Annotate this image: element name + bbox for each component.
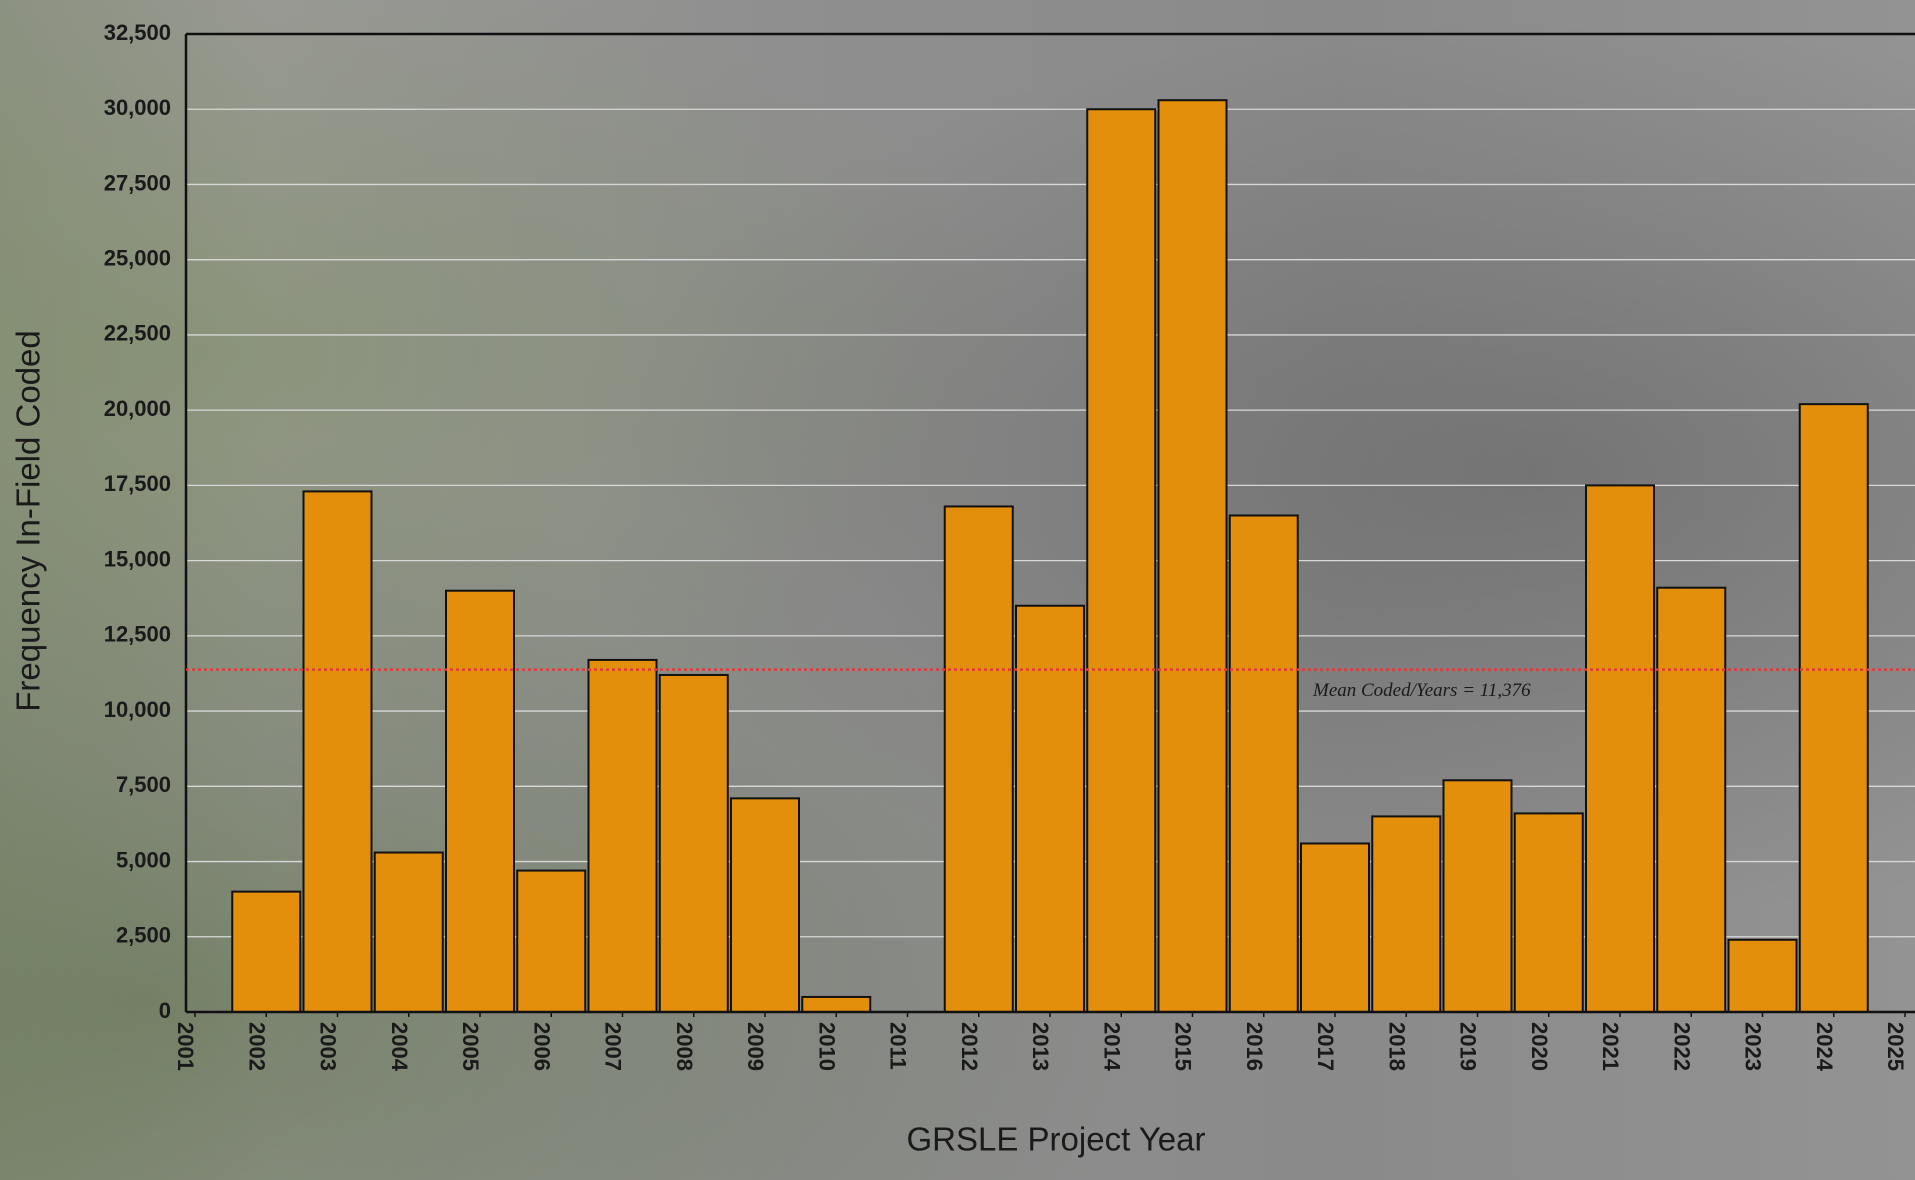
x-tick-label: 2021 — [1598, 1022, 1623, 1071]
x-tick-label: 2013 — [1028, 1022, 1053, 1071]
chart: GRSLE Project Year Frequency In-Field Co… — [0, 0, 1915, 1180]
x-tick-label: 2010 — [814, 1022, 839, 1071]
bar — [945, 506, 1013, 1012]
x-tick-label: 2002 — [244, 1022, 269, 1071]
x-tick-label: 2017 — [1313, 1022, 1338, 1071]
x-tick-label: 2020 — [1527, 1022, 1552, 1071]
bar — [589, 660, 657, 1012]
bar — [1159, 100, 1227, 1012]
bar — [1087, 109, 1155, 1012]
x-tick-label: 2019 — [1456, 1022, 1481, 1071]
page: {"chart_data": { "type": "bar", "x_label… — [0, 0, 1915, 1180]
y-tick-label: 10,000 — [104, 697, 171, 722]
x-tick-label: 2012 — [957, 1022, 982, 1071]
bar — [304, 491, 372, 1012]
x-axis-title: GRSLE Project Year — [907, 1121, 1206, 1158]
mean-annotation: Mean Coded/Years = 11,376 — [1312, 680, 1531, 701]
y-tick-label: 17,500 — [104, 471, 171, 496]
x-tick-label: 2011 — [886, 1022, 911, 1070]
y-tick-label: 32,500 — [104, 20, 171, 45]
x-tick-label: 2016 — [1242, 1022, 1267, 1071]
bar — [517, 871, 585, 1012]
bar — [1729, 940, 1797, 1012]
y-axis-title: Frequency In-Field Coded — [10, 330, 47, 712]
x-tick-label: 2001 — [173, 1022, 198, 1071]
y-tick-label: 25,000 — [104, 246, 171, 271]
y-tick-label: 22,500 — [104, 321, 171, 346]
bar — [802, 997, 870, 1012]
x-tick-label: 2014 — [1099, 1022, 1124, 1072]
x-tick-label: 2023 — [1741, 1022, 1766, 1071]
bar — [1800, 404, 1868, 1012]
y-tick-label: 12,500 — [104, 622, 171, 647]
x-tick-label: 2006 — [529, 1022, 554, 1071]
bar — [1657, 588, 1725, 1012]
bar — [1586, 485, 1654, 1012]
x-tick-label: 2003 — [316, 1022, 341, 1071]
x-tick-label: 2007 — [601, 1022, 626, 1071]
y-tick-label: 15,000 — [104, 546, 171, 571]
y-tick-label: 27,500 — [104, 170, 171, 195]
bar — [1230, 515, 1298, 1012]
x-tick-label: 2025 — [1883, 1022, 1908, 1071]
bar — [375, 853, 443, 1012]
bar — [446, 591, 514, 1012]
x-tick-label: 2015 — [1171, 1022, 1196, 1071]
bar — [731, 798, 799, 1012]
bar — [1301, 843, 1369, 1012]
bar — [1515, 813, 1583, 1012]
x-tick-label: 2005 — [458, 1022, 483, 1071]
y-tick-label: 5,000 — [116, 847, 171, 872]
x-tick-label: 2008 — [672, 1022, 697, 1071]
y-tick-label: 30,000 — [104, 95, 171, 120]
x-tick-label: 2018 — [1384, 1022, 1409, 1071]
bar — [660, 675, 728, 1012]
y-tick-label: 0 — [159, 998, 171, 1023]
x-tick-label: 2024 — [1812, 1022, 1837, 1072]
x-tick-label: 2022 — [1669, 1022, 1694, 1071]
x-tick-label: 2009 — [743, 1022, 768, 1071]
bar — [232, 892, 300, 1012]
y-tick-label: 20,000 — [104, 396, 171, 421]
bar — [1444, 780, 1512, 1012]
y-tick-label: 7,500 — [116, 772, 171, 797]
bar — [1016, 606, 1084, 1012]
x-tick-label: 2004 — [387, 1022, 412, 1072]
bar — [1372, 816, 1440, 1012]
y-tick-label: 2,500 — [116, 923, 171, 948]
